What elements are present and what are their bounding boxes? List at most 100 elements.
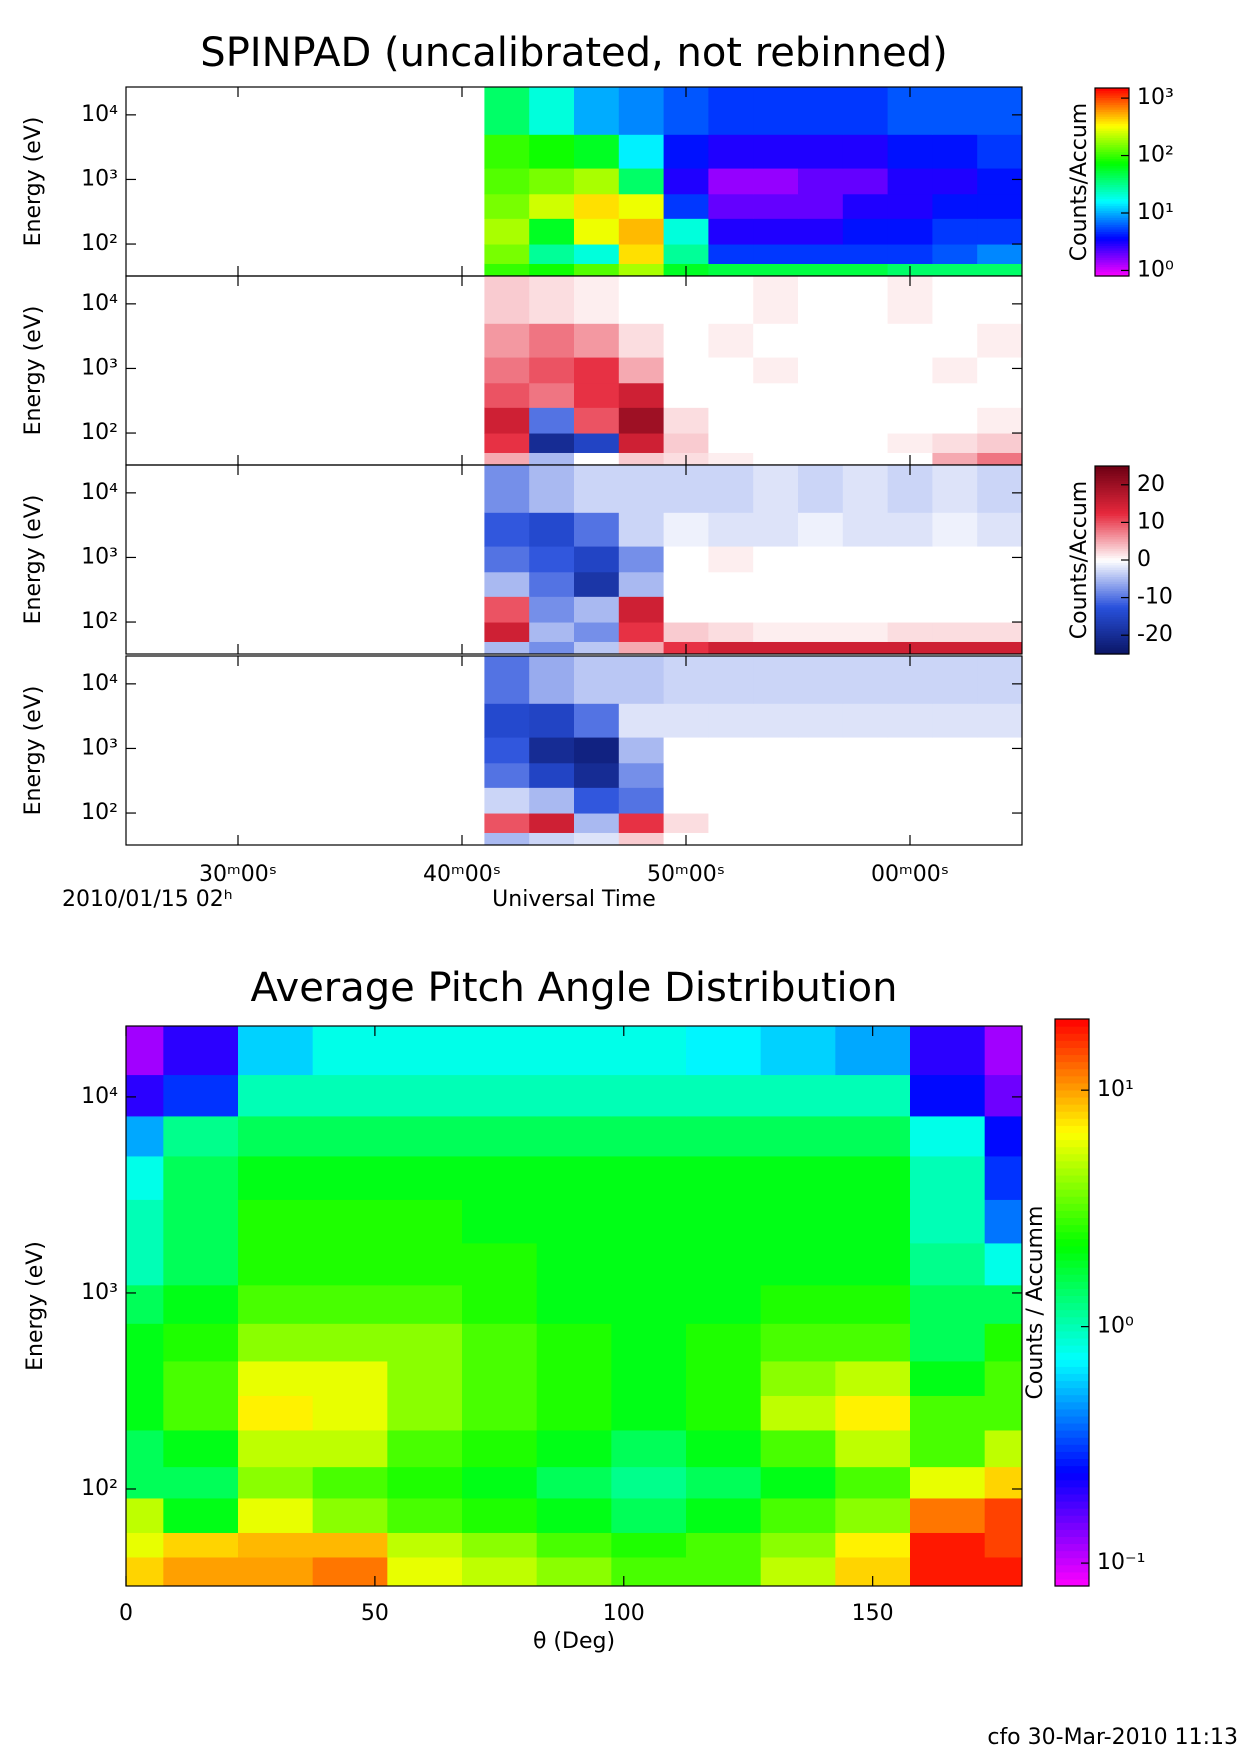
- colorbar-cell: [1095, 639, 1129, 643]
- colorbar-cell: [1095, 480, 1129, 484]
- heatmap-cell: [663, 433, 709, 453]
- heatmap-cell: [932, 813, 978, 833]
- heatmap-cell: [932, 571, 978, 597]
- heatmap-cell: [977, 433, 1023, 453]
- heatmap-cell: [753, 218, 799, 245]
- heatmap-cell: [529, 813, 575, 833]
- colorbar-cell: [1095, 120, 1129, 124]
- heatmap-cell: [529, 832, 575, 846]
- heatmap-cell: [887, 433, 933, 453]
- heatmap-cell: [574, 87, 620, 135]
- heatmap-cell: [798, 596, 844, 623]
- heatmap-cell: [484, 433, 530, 453]
- heatmap-cell: [686, 1360, 762, 1396]
- colorbar-tick-label: 10⁻¹: [1097, 1550, 1145, 1575]
- heatmap-cell: [835, 1395, 911, 1431]
- heatmap-cell: [536, 1497, 612, 1533]
- x-tick-label: 50: [361, 1601, 389, 1626]
- heatmap-cell: [753, 168, 799, 195]
- heatmap-cell: [484, 703, 530, 738]
- heatmap-cell: [484, 407, 530, 434]
- heatmap-cell: [977, 737, 1023, 764]
- colorbar-cell: [1095, 609, 1129, 613]
- heatmap-cell: [536, 1155, 612, 1200]
- colorbar-cell: [1095, 167, 1129, 171]
- heatmap-cell: [529, 703, 575, 738]
- colorbar-label: Counts/Accum: [1067, 481, 1092, 639]
- y-tick-label: 10⁴: [81, 671, 118, 696]
- colorbar-cell: [1095, 165, 1129, 169]
- heatmap-cell: [932, 512, 978, 547]
- y-tick-label: 10⁴: [81, 1084, 118, 1109]
- heatmap-cell: [574, 218, 620, 245]
- heatmap-cell: [484, 382, 530, 408]
- heatmap-cell: [835, 1115, 911, 1157]
- heatmap-cell: [126, 1074, 164, 1117]
- heatmap-cell: [887, 737, 933, 764]
- heatmap-cell: [932, 737, 978, 764]
- heatmap-cell: [984, 1323, 1023, 1362]
- heatmap-cell: [536, 1242, 612, 1286]
- colorbar-cell: [1055, 1529, 1089, 1537]
- heatmap-cell: [798, 263, 844, 277]
- heatmap-cell: [932, 134, 978, 169]
- heatmap-cell: [163, 1284, 239, 1324]
- heatmap-cell: [977, 87, 1023, 135]
- heatmap-cell: [387, 1497, 463, 1533]
- colorbar-label: Counts/Accum: [1067, 103, 1092, 261]
- heatmap-cell: [835, 1074, 911, 1117]
- colorbar-cell: [1095, 618, 1129, 622]
- heatmap-cell: [977, 357, 1023, 384]
- heatmap-cell: [842, 596, 889, 623]
- colorbar-tick-label: -20: [1137, 622, 1173, 647]
- heatmap-cell: [611, 1155, 687, 1200]
- colorbar-cell: [1095, 123, 1129, 127]
- heatmap-cell: [462, 1242, 538, 1286]
- heatmap-cell: [663, 193, 709, 219]
- colorbar-cell: [1095, 513, 1129, 516]
- heatmap-cell: [312, 1155, 388, 1200]
- heatmap-cell: [984, 1284, 1023, 1324]
- heatmap-cell: [887, 357, 933, 384]
- colorbar-cell: [1095, 271, 1129, 275]
- colorbar-cell: [1095, 524, 1129, 528]
- colorbar-cell: [1095, 510, 1129, 514]
- heatmap-cell: [529, 244, 575, 264]
- colorbar-cell: [1095, 628, 1129, 632]
- heatmap-cell: [760, 1360, 836, 1396]
- heatmap-cell: [238, 1497, 314, 1533]
- heatmap-cell: [753, 465, 799, 513]
- heatmap-cell: [977, 134, 1023, 169]
- colorbar-cell: [1095, 210, 1129, 214]
- colorbar-cell: [1095, 567, 1129, 570]
- heatmap-cell: [708, 357, 754, 384]
- heatmap-cell: [574, 323, 620, 358]
- heatmap-cell: [484, 622, 530, 642]
- heatmap-cell: [618, 737, 665, 764]
- colorbar-cell: [1055, 1408, 1089, 1417]
- heatmap-cell: [798, 433, 844, 453]
- footer: cfo 30-Mar-2010 11:13: [987, 1725, 1238, 1750]
- colorbar-cell: [1095, 505, 1129, 509]
- colorbar-cell: [1095, 97, 1129, 101]
- heatmap-cell: [910, 1556, 986, 1587]
- heatmap-cell: [887, 787, 933, 814]
- colorbar-cell: [1095, 508, 1129, 512]
- colorbar-tick-label: -10: [1137, 585, 1173, 610]
- heatmap-cell: [708, 832, 754, 846]
- heatmap-cell: [760, 1556, 836, 1587]
- colorbar-cell: [1095, 106, 1129, 110]
- heatmap-cell: [163, 1360, 239, 1396]
- colorbar-cell: [1095, 466, 1129, 469]
- colorbar-cell: [1095, 651, 1129, 655]
- heatmap-cell: [760, 1074, 836, 1117]
- heatmap-cell: [536, 1199, 612, 1244]
- heatmap-cell: [484, 596, 530, 623]
- heatmap-cell: [910, 1323, 986, 1362]
- heatmap-cell: [835, 1155, 911, 1200]
- colorbar-cell: [1095, 203, 1129, 207]
- heatmap-cell: [753, 407, 799, 434]
- heatmap-cell: [574, 832, 620, 846]
- colorbar-cell: [1055, 1415, 1089, 1424]
